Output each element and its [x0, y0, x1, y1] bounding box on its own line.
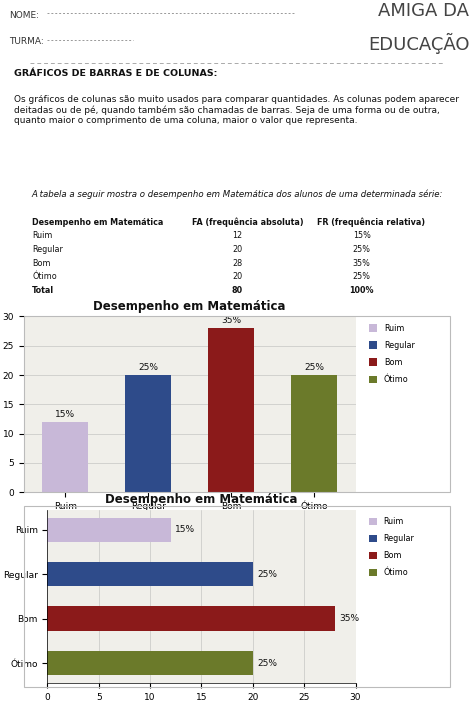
- Text: 25%: 25%: [304, 363, 324, 372]
- Legend: Ruim, Regular, Bom, Ótimo: Ruim, Regular, Bom, Ótimo: [366, 321, 418, 387]
- Legend: Ruim, Regular, Bom, Ótimo: Ruim, Regular, Bom, Ótimo: [365, 514, 418, 581]
- Bar: [47, 651, 253, 675]
- Text: NOME:: NOME:: [9, 11, 39, 20]
- Title: Desempenho em Matemática: Desempenho em Matemática: [93, 299, 286, 312]
- Text: A tabela a seguir mostra o desempenho em Matemática dos alunos de uma determinad: A tabela a seguir mostra o desempenho em…: [31, 189, 443, 198]
- Bar: [291, 375, 337, 492]
- Text: 35%: 35%: [353, 258, 371, 268]
- Text: 35%: 35%: [339, 615, 359, 623]
- Text: 20: 20: [232, 245, 242, 254]
- Text: Bom: Bom: [32, 258, 51, 268]
- Text: 25%: 25%: [353, 245, 371, 254]
- Bar: [47, 562, 253, 586]
- Bar: [47, 607, 335, 631]
- Text: 15%: 15%: [353, 232, 371, 240]
- Text: 15%: 15%: [55, 410, 75, 419]
- Text: 80: 80: [231, 286, 243, 295]
- Text: TURMA:: TURMA:: [9, 38, 44, 46]
- Title: Desempenho em Matemática: Desempenho em Matemática: [105, 493, 298, 506]
- Text: 15%: 15%: [175, 525, 195, 535]
- Text: Ruim: Ruim: [32, 232, 53, 240]
- Bar: [125, 375, 171, 492]
- Bar: [208, 329, 254, 492]
- Bar: [47, 518, 171, 542]
- Text: 100%: 100%: [349, 286, 374, 295]
- Text: FA (frequência absoluta): FA (frequência absoluta): [192, 217, 304, 227]
- Text: FR (frequência relativa): FR (frequência relativa): [317, 217, 425, 227]
- Text: 25%: 25%: [138, 363, 158, 372]
- Text: GRÁFICOS DE BARRAS E DE COLUNAS:: GRÁFICOS DE BARRAS E DE COLUNAS:: [14, 69, 218, 78]
- Text: 28: 28: [232, 258, 242, 268]
- Text: 25%: 25%: [257, 570, 277, 578]
- Text: Regular: Regular: [32, 245, 63, 254]
- Text: Ótimo: Ótimo: [32, 273, 57, 281]
- Text: AMIGA DA: AMIGA DA: [378, 2, 469, 20]
- Text: 20: 20: [232, 273, 242, 281]
- Bar: [42, 422, 88, 492]
- Text: 25%: 25%: [257, 658, 277, 668]
- Text: Total: Total: [32, 286, 54, 295]
- Text: Desempenho em Matemática: Desempenho em Matemática: [32, 217, 164, 227]
- Text: 35%: 35%: [221, 316, 241, 325]
- Text: Os gráficos de colunas são muito usados para comparar quantidades. As colunas po: Os gráficos de colunas são muito usados …: [14, 95, 459, 125]
- Text: EDUCAÇÃO: EDUCAÇÃO: [368, 33, 469, 55]
- Text: 12: 12: [232, 232, 242, 240]
- Text: 25%: 25%: [353, 273, 371, 281]
